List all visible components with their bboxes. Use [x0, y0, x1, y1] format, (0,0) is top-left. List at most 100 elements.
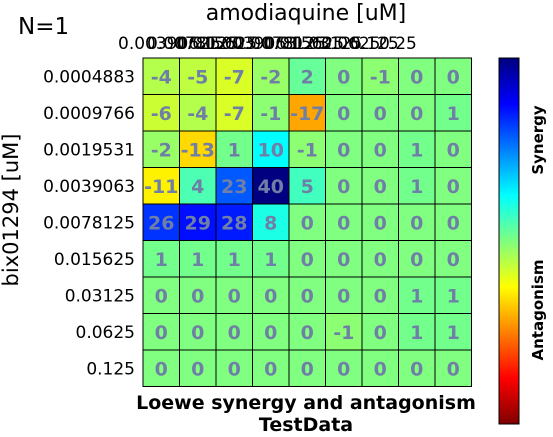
colorbar-synergy-label: Synergy — [529, 105, 547, 175]
cell-value-label: 5 — [301, 176, 314, 198]
cell-value-label: 1 — [155, 249, 168, 271]
heatmap-cell — [361, 276, 399, 314]
heatmap-cell — [179, 203, 217, 241]
cell-value-label: 0 — [374, 285, 387, 307]
cell-value-label: 1 — [228, 249, 241, 271]
y-tick-label: 0.0009766 — [43, 104, 135, 124]
heatmap-cell — [252, 276, 290, 314]
heatmap-cell — [215, 349, 253, 387]
cell-value-label: 0 — [301, 249, 314, 271]
heatmap-cell — [288, 203, 326, 241]
cell-value-label: 0 — [374, 212, 387, 234]
heatmap-cell — [434, 240, 472, 278]
cell-value-label: -17 — [290, 103, 324, 125]
cell-value-label: 0 — [301, 322, 314, 344]
x-tick-label: 0.0625 — [321, 34, 380, 54]
y-tick-label: 0.03125 — [65, 286, 135, 306]
cell-value-label: 0 — [447, 66, 460, 88]
cell-value-label: -2 — [151, 139, 172, 161]
cell-value-label: -4 — [151, 66, 172, 88]
cell-value-label: 1 — [410, 139, 423, 161]
cell-value-label: 28 — [221, 212, 247, 234]
x-tick-label: 0.015625 — [176, 34, 257, 54]
heatmap-cell — [434, 57, 472, 95]
cell-value-label: 0 — [374, 249, 387, 271]
cell-value-label: 8 — [264, 212, 277, 234]
heatmap-cell — [142, 167, 180, 205]
cell-value-label: 0 — [447, 212, 460, 234]
heatmap-cell — [325, 276, 363, 314]
cell-value-label: 4 — [191, 176, 204, 198]
heatmap-cell — [434, 349, 472, 387]
heatmap-cell — [325, 349, 363, 387]
y-tick-label: 0.0039063 — [43, 177, 135, 197]
heatmap-cell — [398, 94, 436, 132]
y-tick-label: 0.015625 — [54, 250, 135, 270]
cell-value-label: 1 — [264, 249, 277, 271]
cell-value-label: 1 — [228, 139, 241, 161]
y-tick-label: 0.0004883 — [43, 67, 135, 87]
heatmap-cell — [325, 167, 363, 205]
cell-value-label: -2 — [260, 66, 281, 88]
heatmap-cell — [398, 167, 436, 205]
colorbar-antagonism-label: Antagonism — [529, 259, 547, 360]
cell-value-label: 0 — [410, 103, 423, 125]
heatmap-cell — [142, 313, 180, 351]
heatmap-cell — [288, 240, 326, 278]
y-tick-label: 0.0019531 — [43, 140, 135, 160]
heatmap-cell — [288, 167, 326, 205]
heatmap-cell — [215, 276, 253, 314]
cell-value-label: -1 — [260, 103, 281, 125]
heatmap-cell — [434, 203, 472, 241]
cell-value-label: 0 — [410, 212, 423, 234]
cell-value-label: 0 — [337, 176, 350, 198]
heatmap-cell — [215, 94, 253, 132]
y-tick-labels: 0.0004883 0.0009766 0.0019531 0.0039063 0.00… — [43, 67, 135, 379]
cell-value-label: 0 — [337, 358, 350, 380]
heatmap-cell — [361, 240, 399, 278]
cell-value-label: 1 — [447, 322, 460, 344]
cell-value-label: 0 — [155, 322, 168, 344]
cell-value-label: 29 — [185, 212, 211, 234]
cell-value-label: -11 — [144, 176, 178, 198]
heatmap-cell — [325, 130, 363, 168]
x-tick-label: 0.00390625 — [118, 34, 221, 54]
cell-value-label: 0 — [155, 358, 168, 380]
cell-value-label: 1 — [447, 285, 460, 307]
x-axis-label: amodiaquine [uM] — [206, 1, 407, 26]
heatmap-cell — [215, 57, 253, 95]
x-tick-label: 0.03125 — [292, 34, 362, 54]
heatmap-cell — [142, 130, 180, 168]
cell-value-label: 0 — [228, 285, 241, 307]
cell-value-label: 0 — [191, 358, 204, 380]
cell-value-label: 1 — [191, 249, 204, 271]
cell-value-label: 10 — [258, 139, 284, 161]
cell-value-label: 0 — [301, 212, 314, 234]
cell-value-label: 1 — [410, 176, 423, 198]
cell-value-label: 0 — [410, 358, 423, 380]
cell-value-label: 0 — [337, 212, 350, 234]
cell-value-label: 0 — [264, 285, 277, 307]
n-annotation: N=1 — [18, 14, 69, 40]
x-tick-label: 0.0078125 — [147, 34, 239, 54]
cell-value-label: 0 — [337, 66, 350, 88]
x-tick-label: 0.015625 — [263, 34, 344, 54]
y-tick-label: 0.125 — [86, 359, 135, 379]
cell-value-label: -1 — [333, 322, 354, 344]
heatmap-cell — [179, 240, 217, 278]
cell-value-label: 0 — [337, 249, 350, 271]
cell-value-label: 0 — [374, 358, 387, 380]
heatmap-cell — [215, 313, 253, 351]
cell-value-label: 0 — [228, 322, 241, 344]
cell-value-label: 0 — [191, 322, 204, 344]
cell-value-label: 0 — [337, 103, 350, 125]
heatmap-cell — [361, 203, 399, 241]
cell-value-label: 1 — [447, 103, 460, 125]
heatmap-cell — [398, 349, 436, 387]
cell-value-label: 40 — [258, 176, 284, 198]
heatmap-cell — [179, 130, 217, 168]
heatmap-cell — [398, 276, 436, 314]
x-tick-label: 0.0039063 — [205, 34, 297, 54]
cell-value-label: 0 — [374, 103, 387, 125]
